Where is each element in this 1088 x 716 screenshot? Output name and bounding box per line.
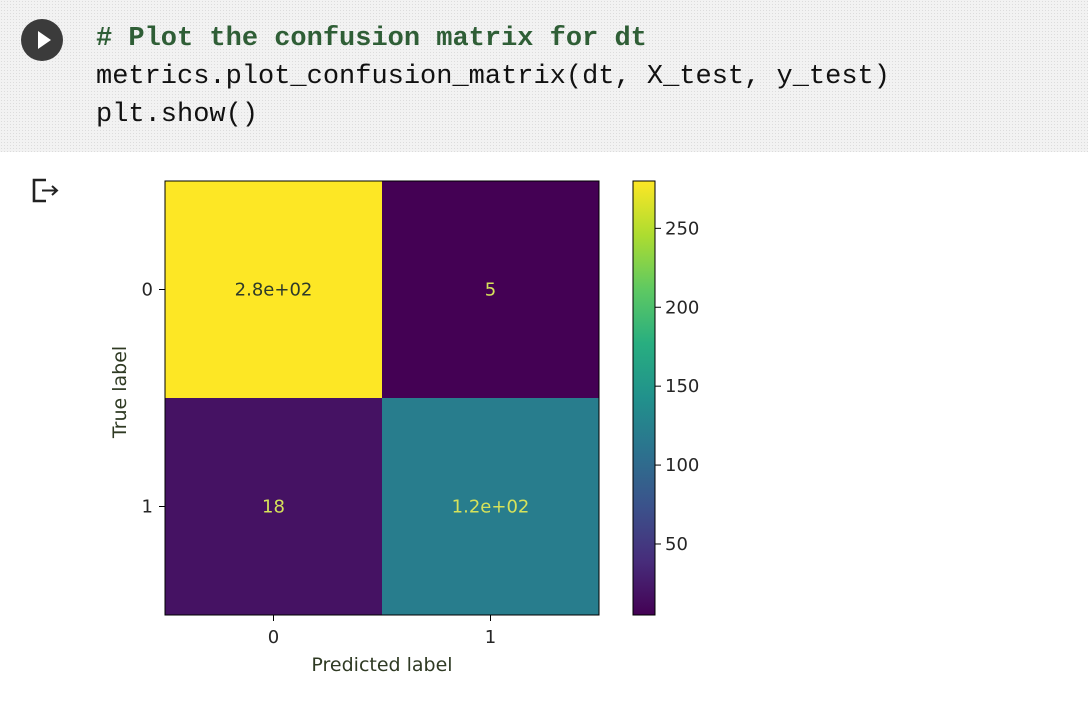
colorbar-ticks: 250 200 150 100 50	[655, 218, 699, 555]
code-line-plot-call: metrics.plot_confusion_matrix(dt, X_test…	[96, 62, 890, 92]
matrix-cell	[382, 398, 599, 615]
colorbar-tick-label: 150	[665, 376, 699, 397]
run-cell-button[interactable]	[21, 19, 63, 61]
cell-label: 2.8e+02	[235, 280, 313, 301]
cell-label: 1.2e+02	[452, 497, 530, 518]
code-line-show: plt.show()	[96, 100, 259, 130]
matrix-frame	[164, 180, 600, 616]
x-axis-label: Predicted label	[311, 654, 452, 676]
colorbar-tick-label: 250	[665, 218, 699, 239]
output-redirect-icon[interactable]	[30, 176, 64, 206]
y-tick-label: 0	[142, 280, 153, 301]
cell-label: 5	[485, 280, 496, 301]
cell-label: 18	[262, 497, 285, 518]
x-tick-label: 0	[268, 627, 279, 648]
matrix-cell	[165, 181, 382, 398]
matrix-cell	[382, 181, 599, 398]
colorbar	[632, 180, 656, 616]
code-editor[interactable]: # Plot the confusion matrix for dt metri…	[96, 20, 890, 134]
matrix-cell	[165, 398, 382, 615]
code-cell[interactable]: # Plot the confusion matrix for dt metri…	[0, 0, 1088, 152]
code-line-comment: # Plot the confusion matrix for dt	[96, 24, 647, 54]
x-tick-label: 1	[485, 627, 496, 648]
play-icon	[38, 31, 51, 49]
confusion-matrix-plot: 2.8e+02 5 18 1.2e+02 0 1 0 1 Predicted l…	[109, 180, 699, 676]
colorbar-tick-label: 200	[665, 297, 699, 318]
y-axis-label: True label	[109, 346, 131, 439]
y-tick-label: 1	[142, 497, 153, 518]
colorbar-tick-label: 50	[665, 534, 688, 555]
colorbar-tick-label: 100	[665, 455, 699, 476]
